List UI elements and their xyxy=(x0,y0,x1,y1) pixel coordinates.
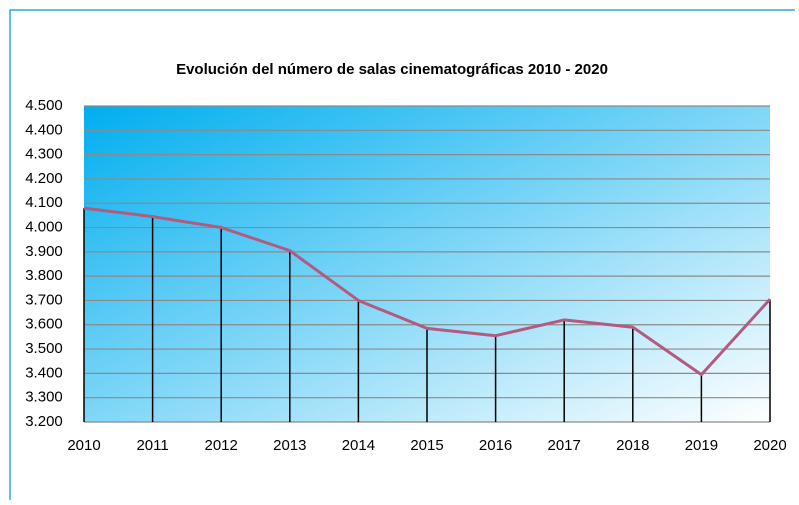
x-tick-label: 2018 xyxy=(616,437,649,454)
y-tick-label: 4.200 xyxy=(25,170,63,187)
x-tick-label: 2019 xyxy=(685,437,718,454)
x-tick-label: 2017 xyxy=(548,437,581,454)
frame xyxy=(9,9,795,500)
y-tick-label: 3.600 xyxy=(25,316,63,333)
y-tick-label: 4.300 xyxy=(25,146,63,163)
y-tick-label: 4.500 xyxy=(25,97,63,114)
series-line xyxy=(83,206,772,377)
y-tick-label: 3.800 xyxy=(25,267,63,284)
y-tick-label: 3.200 xyxy=(25,413,63,430)
x-tick-label: 2015 xyxy=(410,437,443,454)
y-tick-label: 3.700 xyxy=(25,291,63,308)
x-tick-label: 2012 xyxy=(205,437,238,454)
x-tick-label: 2016 xyxy=(479,437,512,454)
x-tick-label: 2011 xyxy=(136,437,168,454)
y-tick-label: 3.300 xyxy=(25,389,63,406)
x-tick-label: 2014 xyxy=(342,437,375,454)
x-tick-label: 2013 xyxy=(273,437,306,454)
x-tick-label: 2010 xyxy=(67,437,100,454)
y-tick-label: 3.400 xyxy=(25,364,63,381)
chart-title: Evolución del número de salas cinematogr… xyxy=(176,61,608,78)
y-tick-label: 4.400 xyxy=(25,121,63,138)
y-tick-label: 4.000 xyxy=(25,219,63,236)
y-tick-label: 3.500 xyxy=(25,340,63,357)
y-tick-label: 4.100 xyxy=(25,194,63,211)
x-tick-label: 2020 xyxy=(753,437,786,454)
y-tick-label: 3.900 xyxy=(25,243,63,260)
